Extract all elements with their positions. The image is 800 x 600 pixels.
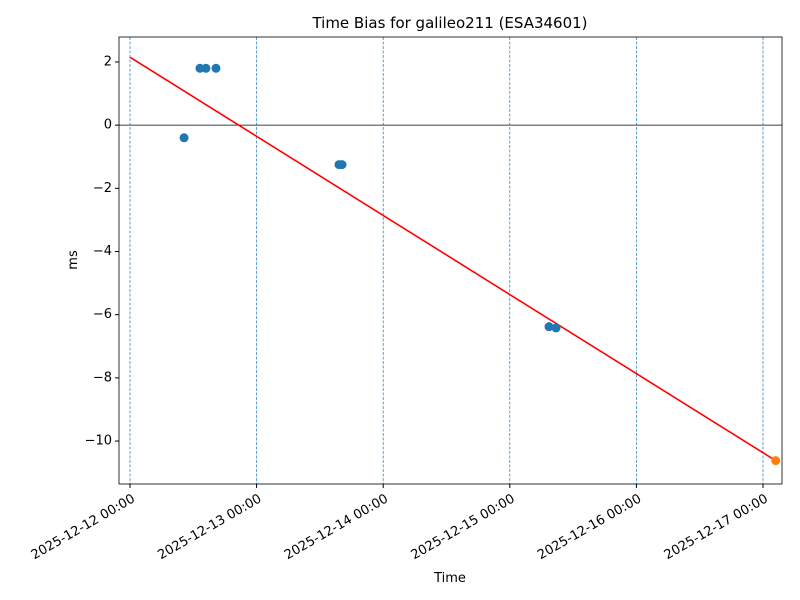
x-tick-label: 2025-12-13 00:00 — [155, 492, 264, 564]
chart-title: Time Bias for galileo211 (ESA34601) — [311, 14, 587, 32]
y-tick-label: −2 — [93, 181, 112, 196]
x-tick-label: 2025-12-15 00:00 — [409, 492, 518, 564]
x-tick-label: 2025-12-17 00:00 — [662, 492, 771, 564]
point — [211, 63, 221, 73]
y-tick-label: −4 — [93, 244, 112, 259]
y-tick-label: −8 — [93, 370, 112, 385]
x-tick-label: 2025-12-14 00:00 — [282, 492, 391, 564]
point — [771, 456, 781, 466]
point — [179, 133, 189, 143]
y-tick-label: 2 — [104, 54, 112, 69]
x-tick-label: 2025-12-16 00:00 — [535, 492, 644, 564]
point — [544, 322, 554, 332]
y-tick-label: −6 — [93, 307, 112, 322]
x-tick-label: 2025-12-12 00:00 — [29, 492, 138, 564]
x-axis-label: Time — [433, 571, 466, 586]
plot-frame — [118, 36, 783, 485]
point — [551, 323, 561, 333]
trend-line — [129, 56, 777, 462]
y-tick-label: −10 — [85, 434, 112, 449]
y-tick-label: 0 — [104, 118, 112, 133]
point — [201, 63, 211, 73]
y-axis-label: ms — [66, 250, 81, 270]
point — [337, 160, 347, 170]
